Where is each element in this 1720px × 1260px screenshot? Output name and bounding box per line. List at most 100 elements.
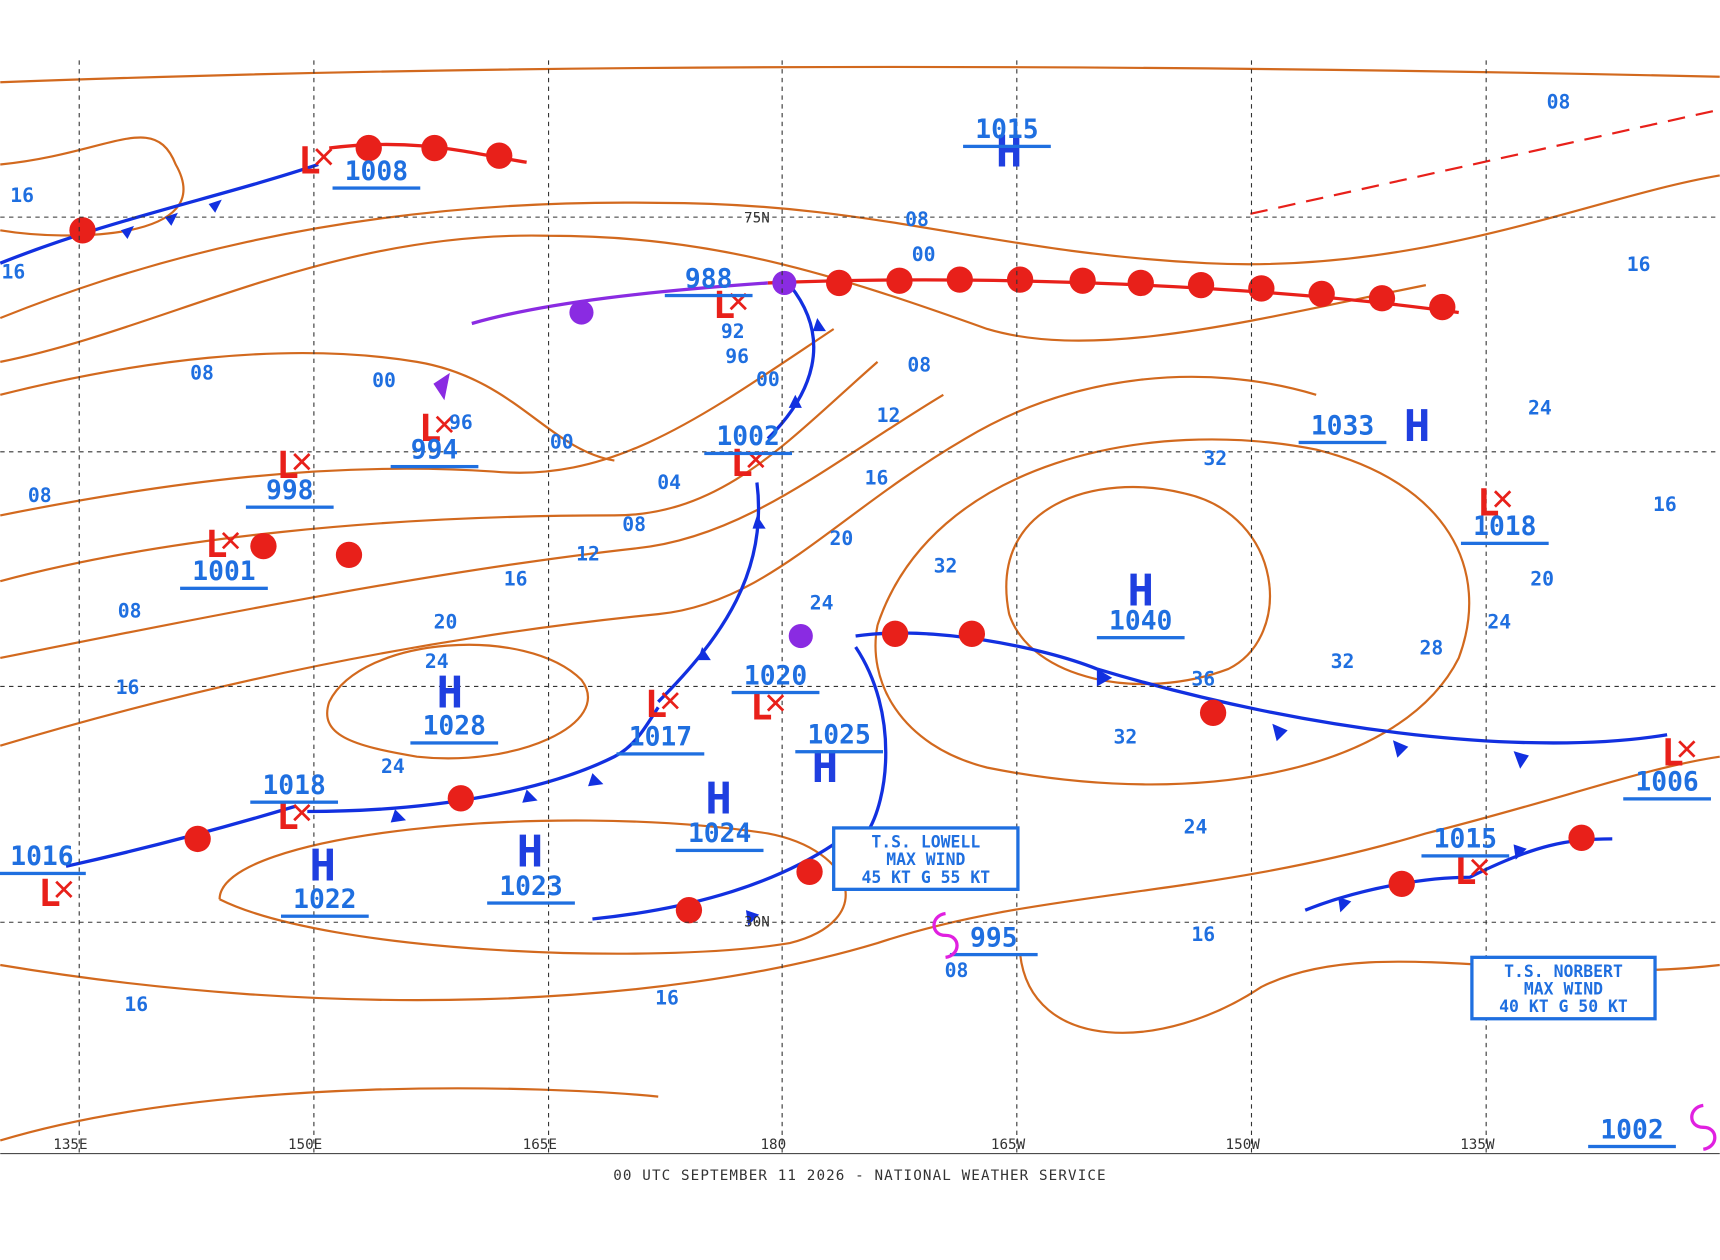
underline	[1421, 854, 1510, 858]
isobar-label: 32	[1114, 725, 1138, 748]
high-symbol: H	[1128, 565, 1154, 616]
underline	[795, 750, 884, 754]
underline	[731, 690, 820, 695]
isobar-label: 20	[434, 610, 458, 633]
low-cross	[293, 453, 311, 471]
low-pressure: 1001	[192, 557, 255, 587]
underline	[1096, 636, 1185, 640]
isobar-label: 24	[810, 592, 834, 615]
latitude-label: 30N	[744, 915, 770, 931]
underline	[1460, 541, 1549, 546]
isobar-label: 24	[425, 650, 449, 673]
low-pressure: 998	[266, 476, 314, 506]
storm-text: T.S. LOWELL	[871, 833, 980, 852]
high-pressure: 1025	[807, 720, 870, 750]
low-symbol: L	[38, 871, 60, 915]
latitude-label: 75N	[744, 211, 770, 227]
underline	[0, 871, 86, 876]
underline	[1588, 1144, 1676, 1149]
isobar-label: 16	[504, 568, 528, 591]
underline	[410, 741, 499, 745]
isobar-label: 16	[1191, 923, 1215, 946]
low-cross	[1470, 858, 1489, 877]
low-cross	[1493, 490, 1512, 508]
longitude-label: 180	[760, 1137, 786, 1153]
low-pressure: 988	[685, 264, 733, 294]
isobar-label: 08	[28, 484, 52, 507]
isobar-label: 16	[1653, 493, 1677, 516]
low-symbol: L	[205, 522, 227, 566]
low-pressure: 1006	[1635, 768, 1698, 798]
grid	[0, 60, 1720, 1155]
isobar-label: 16	[116, 676, 140, 699]
low-pressure: 1018	[1473, 512, 1536, 542]
footer: 00 UTC SEPTEMBER 11 2026 - NATIONAL WEAT…	[613, 1168, 1106, 1184]
isobar-label: 08	[905, 208, 929, 231]
high-symbol: H	[309, 841, 335, 892]
isobar-label: 00	[550, 431, 574, 454]
isobar-label: 24	[1528, 397, 1552, 420]
isobar-label: 16	[10, 184, 34, 207]
isobar-label: 00	[912, 243, 936, 266]
low-pressure: 1017	[629, 723, 692, 753]
underline	[704, 451, 793, 456]
isobar-label: 32	[934, 554, 958, 577]
low-cross	[661, 692, 679, 710]
isobar-label: 08	[622, 513, 646, 536]
high-pressure: 1022	[293, 885, 356, 915]
high-pressure: 1040	[1109, 606, 1172, 636]
low-symbol: L	[750, 684, 772, 728]
low-symbol: L	[1454, 849, 1476, 893]
isobar-label: 00	[756, 368, 780, 391]
storm-text: MAX WIND	[886, 850, 965, 869]
tropical-low-pressure: 995	[970, 923, 1018, 953]
high-symbol: H	[1404, 401, 1430, 452]
low-cross	[221, 531, 240, 550]
underline	[963, 144, 1051, 149]
low-symbol: L	[276, 443, 298, 487]
low-pressure: 994	[411, 435, 459, 465]
underline	[332, 186, 421, 190]
tropical-low-pressure: 1002	[1600, 1115, 1663, 1145]
isobar-label: 24	[1487, 610, 1511, 633]
isobar-label: 00	[372, 369, 396, 392]
isobar-label: 08	[190, 361, 214, 384]
longitude-label: 165E	[523, 1137, 557, 1153]
low-cross	[435, 415, 454, 434]
low-cross	[1678, 740, 1696, 758]
underline	[245, 505, 334, 509]
longitude-label: 165W	[991, 1137, 1026, 1153]
low-symbol: L	[1661, 730, 1683, 774]
high-pressure: 1024	[688, 819, 751, 849]
underline	[664, 293, 753, 298]
underline	[675, 848, 764, 853]
low-pressure: 1002	[716, 422, 779, 452]
isobar-label: 20	[1530, 568, 1554, 591]
longitude-label: 150W	[1226, 1137, 1261, 1153]
isobar-label: 12	[576, 542, 600, 565]
isobar-label: 16	[2, 261, 26, 284]
low-symbol: L	[645, 682, 667, 726]
isobar-label: 04	[657, 471, 681, 494]
high-symbol: H	[517, 826, 543, 877]
low-pressure: 1015	[1434, 825, 1497, 855]
isobar-label: 16	[865, 467, 889, 490]
underline	[487, 901, 575, 905]
longitude-label: 135E	[53, 1137, 87, 1153]
low-pressure: 1018	[262, 771, 325, 801]
storm-text: MAX WIND	[1524, 980, 1603, 999]
low-symbol: L	[419, 406, 441, 450]
isobars	[0, 65, 1720, 1142]
high-symbol: H	[437, 667, 463, 718]
isobar-label: 36	[1191, 667, 1215, 690]
low-symbol: L	[276, 794, 298, 838]
underline	[250, 800, 339, 804]
underline	[180, 586, 268, 590]
underline	[1298, 440, 1387, 445]
high-pressure: 1033	[1311, 411, 1374, 441]
isobar-label: 16	[655, 986, 679, 1009]
storm-box	[1470, 955, 1657, 1021]
isobar-label: 16	[124, 993, 148, 1016]
underline	[280, 914, 369, 918]
